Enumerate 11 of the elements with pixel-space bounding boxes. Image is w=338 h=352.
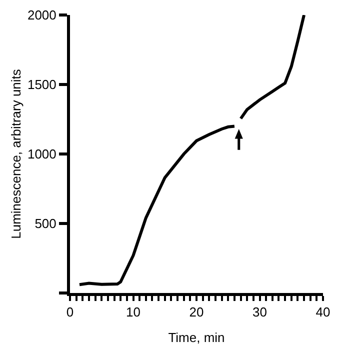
y-tick-label: 1500: [27, 77, 56, 92]
x-tick-label: 30: [252, 304, 267, 320]
y-tick-label: 2000: [27, 8, 56, 23]
y-tick-label: 500: [34, 216, 56, 232]
x-tick-label: 0: [66, 304, 74, 320]
x-tick-label: 40: [316, 304, 330, 320]
x-axis-title: Time, min: [168, 330, 225, 346]
x-tick-label: 20: [189, 304, 204, 320]
x-tick-label: 10: [126, 304, 140, 320]
y-tick-label: 1000: [27, 146, 56, 162]
y-axis-title: Luminescence, arbitrary units: [8, 68, 24, 239]
